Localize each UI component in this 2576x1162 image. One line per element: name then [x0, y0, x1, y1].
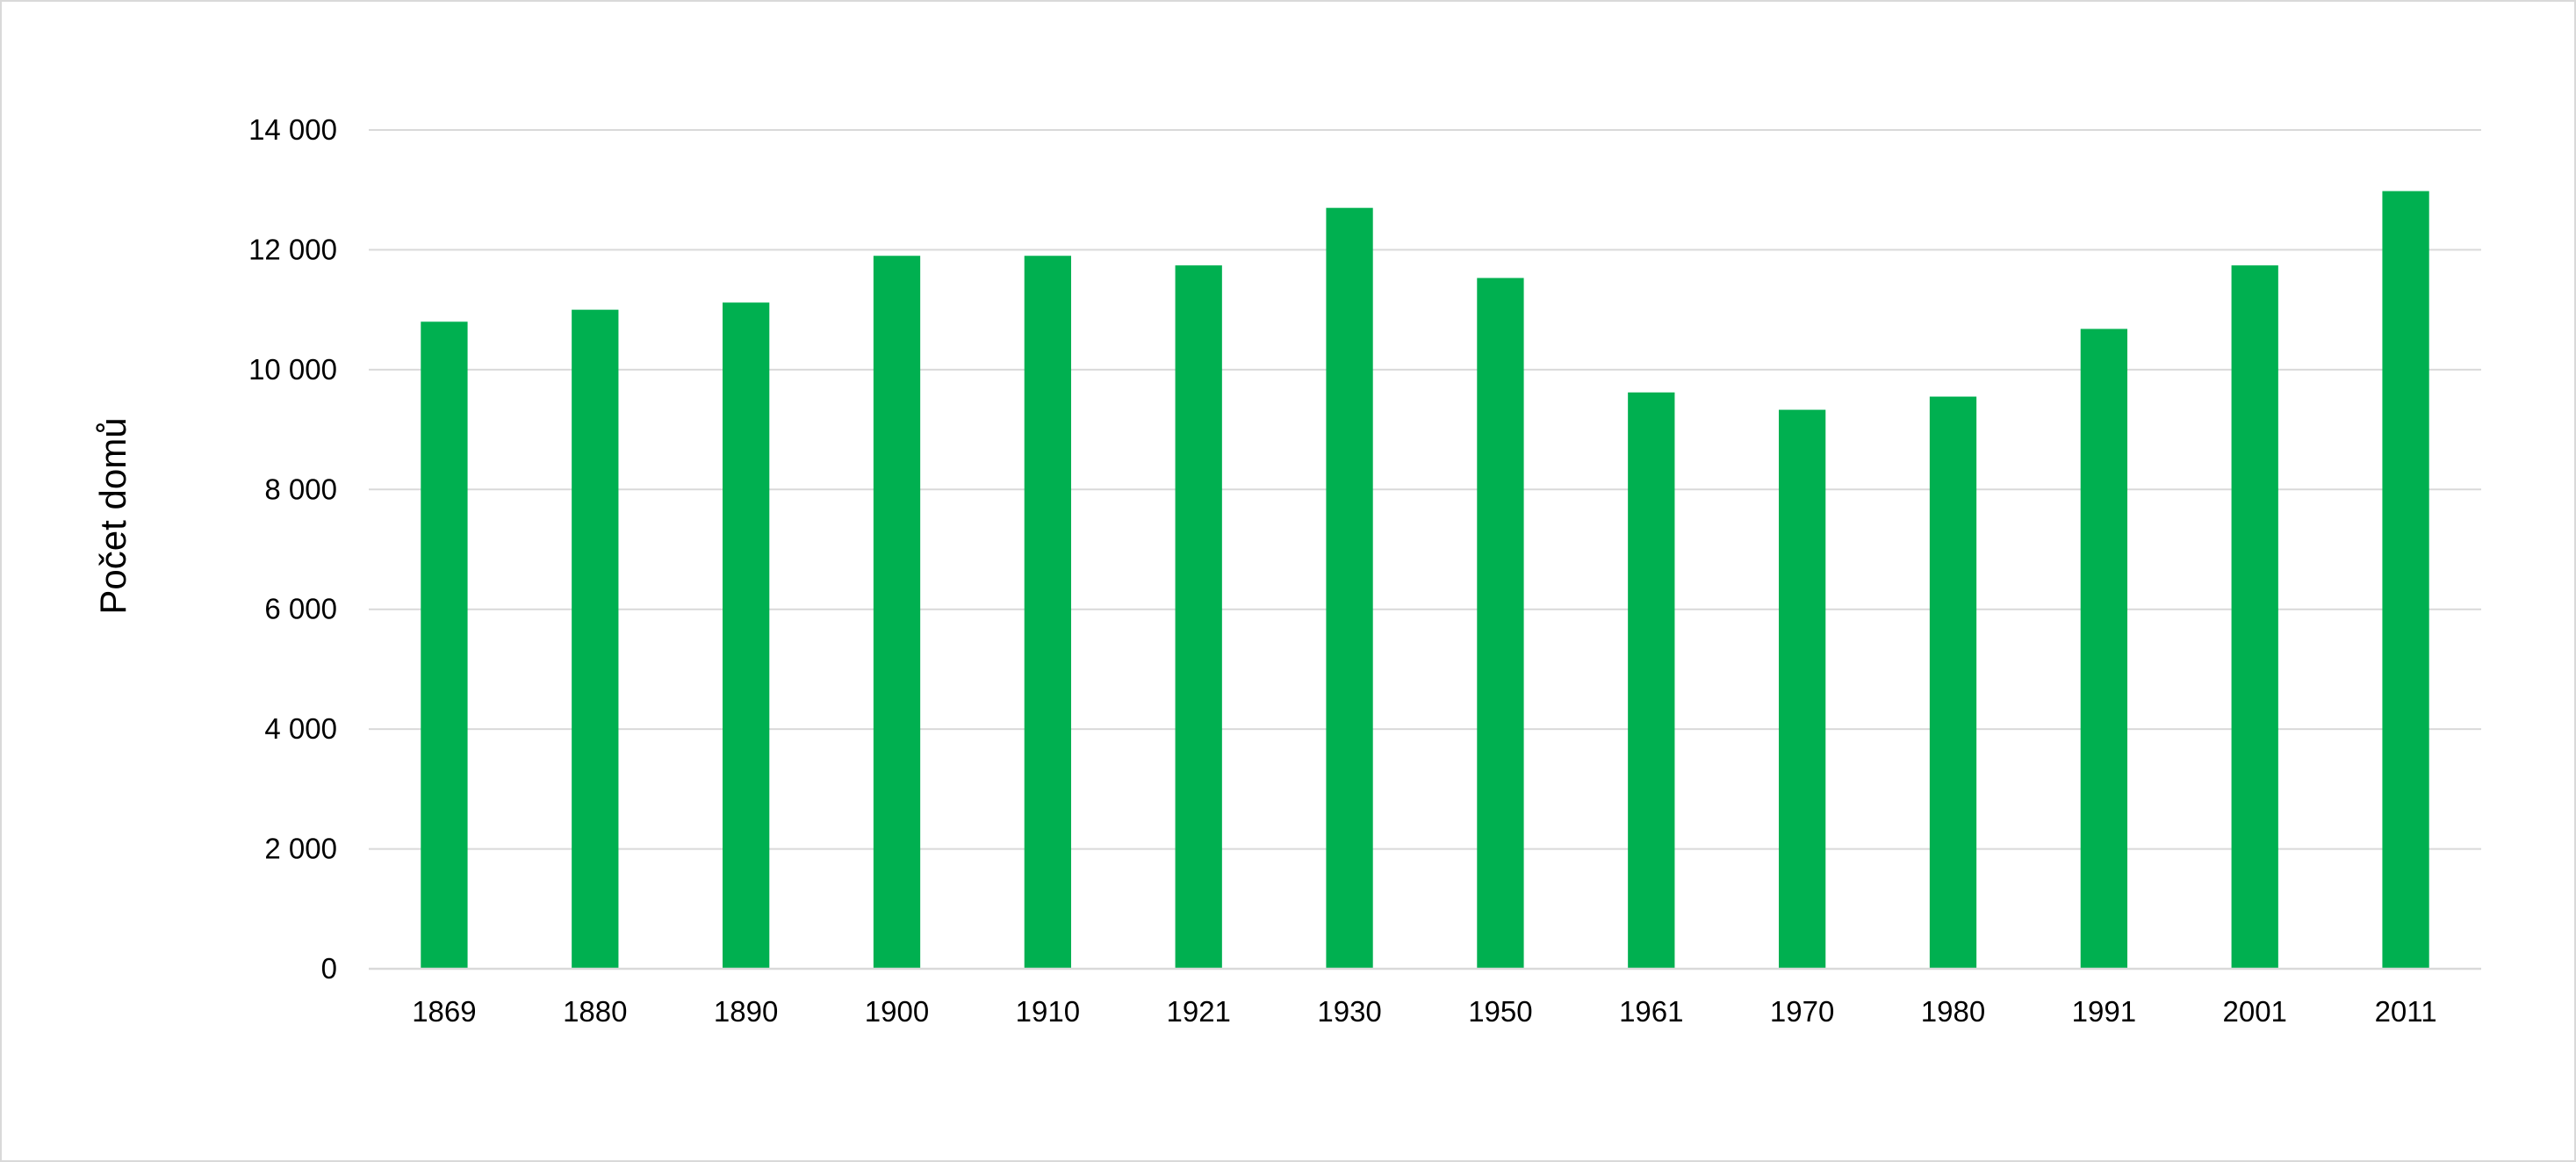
bar-2001 [2231, 265, 2278, 969]
x-tick-label: 1900 [865, 995, 929, 1028]
bar-1950 [1477, 278, 1524, 970]
x-tick-label: 1991 [2072, 995, 2136, 1028]
bar-1869 [421, 321, 468, 969]
x-tick-label: 1921 [1167, 995, 1231, 1028]
x-axis-tick-labels: 1869 1880 1890 1900 1910 1921 1930 1950 1961 1970… [412, 995, 2436, 1028]
bar-1921 [1175, 265, 1222, 969]
y-tick-label: 14 000 [248, 113, 337, 146]
x-tick-label: 2011 [2375, 995, 2437, 1028]
y-axis-title: Počet domů [92, 417, 133, 614]
bars [421, 191, 2429, 970]
bar-1961 [1628, 392, 1675, 969]
x-tick-label: 1869 [412, 995, 476, 1028]
x-tick-label: 1880 [563, 995, 627, 1028]
y-axis-tick-labels: 0 2 000 4 000 6 000 8 000 10 000 12 000 14 000 [248, 113, 337, 985]
x-tick-label: 1961 [1619, 995, 1683, 1028]
x-tick-label: 1890 [714, 995, 778, 1028]
x-tick-label: 1930 [1317, 995, 1381, 1028]
x-tick-label: 1980 [1921, 995, 1985, 1028]
bar-1880 [572, 309, 619, 970]
y-tick-label: 2 000 [264, 833, 337, 865]
bar-2011 [2382, 191, 2429, 970]
y-tick-label: 6 000 [264, 593, 337, 625]
y-tick-label: 10 000 [248, 353, 337, 386]
x-tick-label: 1910 [1016, 995, 1080, 1028]
y-tick-label: 8 000 [264, 473, 337, 505]
x-tick-label: 1970 [1770, 995, 1834, 1028]
y-tick-label: 4 000 [264, 712, 337, 745]
bar-1890 [723, 302, 770, 969]
x-tick-label: 2001 [2223, 995, 2287, 1028]
gridlines [369, 129, 2481, 850]
bar-1970 [1779, 409, 1826, 970]
y-tick-label: 0 [321, 952, 337, 985]
x-tick-label: 1950 [1468, 995, 1532, 1028]
bar-1900 [873, 256, 921, 969]
bar-1980 [1929, 396, 1977, 969]
bar-1930 [1326, 207, 1373, 969]
y-tick-label: 12 000 [248, 233, 337, 265]
bar-1910 [1024, 256, 1071, 969]
bar-1991 [2080, 328, 2127, 969]
